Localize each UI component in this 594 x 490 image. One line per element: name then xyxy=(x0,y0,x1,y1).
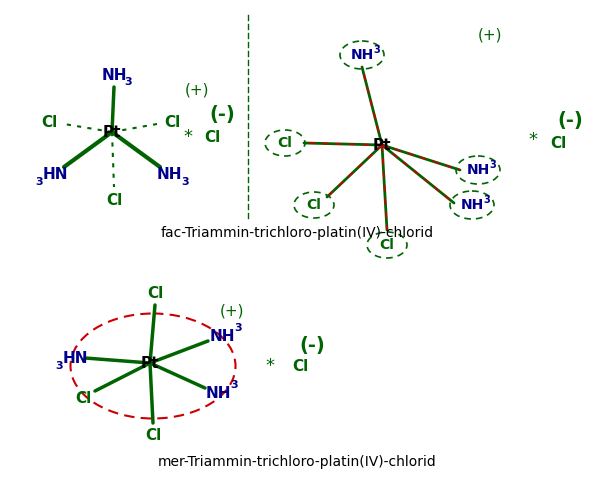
Text: (-): (-) xyxy=(557,111,583,129)
Text: *: * xyxy=(184,128,192,146)
Text: 3: 3 xyxy=(181,177,189,187)
Text: NH: NH xyxy=(156,167,182,181)
Text: HN: HN xyxy=(42,167,68,181)
Text: 3: 3 xyxy=(374,45,380,55)
Text: NH: NH xyxy=(460,198,484,212)
Text: Cl: Cl xyxy=(550,136,566,150)
Text: NH: NH xyxy=(466,163,489,177)
Text: mer-Triammin-trichloro-platin(IV)-chlorid: mer-Triammin-trichloro-platin(IV)-chlori… xyxy=(157,455,437,469)
Text: Pt: Pt xyxy=(103,124,121,140)
Text: Cl: Cl xyxy=(106,193,122,207)
Text: Cl: Cl xyxy=(41,115,57,129)
Text: (+): (+) xyxy=(220,303,244,318)
Text: HN: HN xyxy=(62,350,88,366)
Text: Cl: Cl xyxy=(204,129,220,145)
Text: 3: 3 xyxy=(124,77,132,87)
Text: Cl: Cl xyxy=(164,115,180,129)
Text: (+): (+) xyxy=(478,27,503,43)
Text: Cl: Cl xyxy=(147,286,163,300)
Text: NH: NH xyxy=(206,386,230,400)
Text: *: * xyxy=(529,131,538,149)
Text: Cl: Cl xyxy=(75,391,91,406)
Text: 3: 3 xyxy=(489,160,497,170)
Text: *: * xyxy=(266,357,274,375)
Text: Cl: Cl xyxy=(145,427,161,442)
Text: Cl: Cl xyxy=(380,238,394,252)
Text: Pt: Pt xyxy=(373,138,391,152)
Text: 3: 3 xyxy=(234,323,242,333)
Text: Pt: Pt xyxy=(141,356,159,370)
Text: NH: NH xyxy=(101,69,127,83)
Text: Cl: Cl xyxy=(292,359,308,373)
Text: 3: 3 xyxy=(484,195,491,205)
Text: fac-Triammin-trichloro-platin(IV)-chlorid: fac-Triammin-trichloro-platin(IV)-chlori… xyxy=(160,226,434,240)
Text: Cl: Cl xyxy=(277,136,292,150)
Text: (-): (-) xyxy=(299,336,325,354)
Text: NH: NH xyxy=(209,328,235,343)
Text: 3: 3 xyxy=(35,177,43,187)
Text: NH: NH xyxy=(350,48,374,62)
Text: (-): (-) xyxy=(209,104,235,123)
Text: 3: 3 xyxy=(55,361,63,371)
Text: Cl: Cl xyxy=(307,198,321,212)
Text: (+): (+) xyxy=(185,82,209,98)
Text: 3: 3 xyxy=(230,380,238,390)
